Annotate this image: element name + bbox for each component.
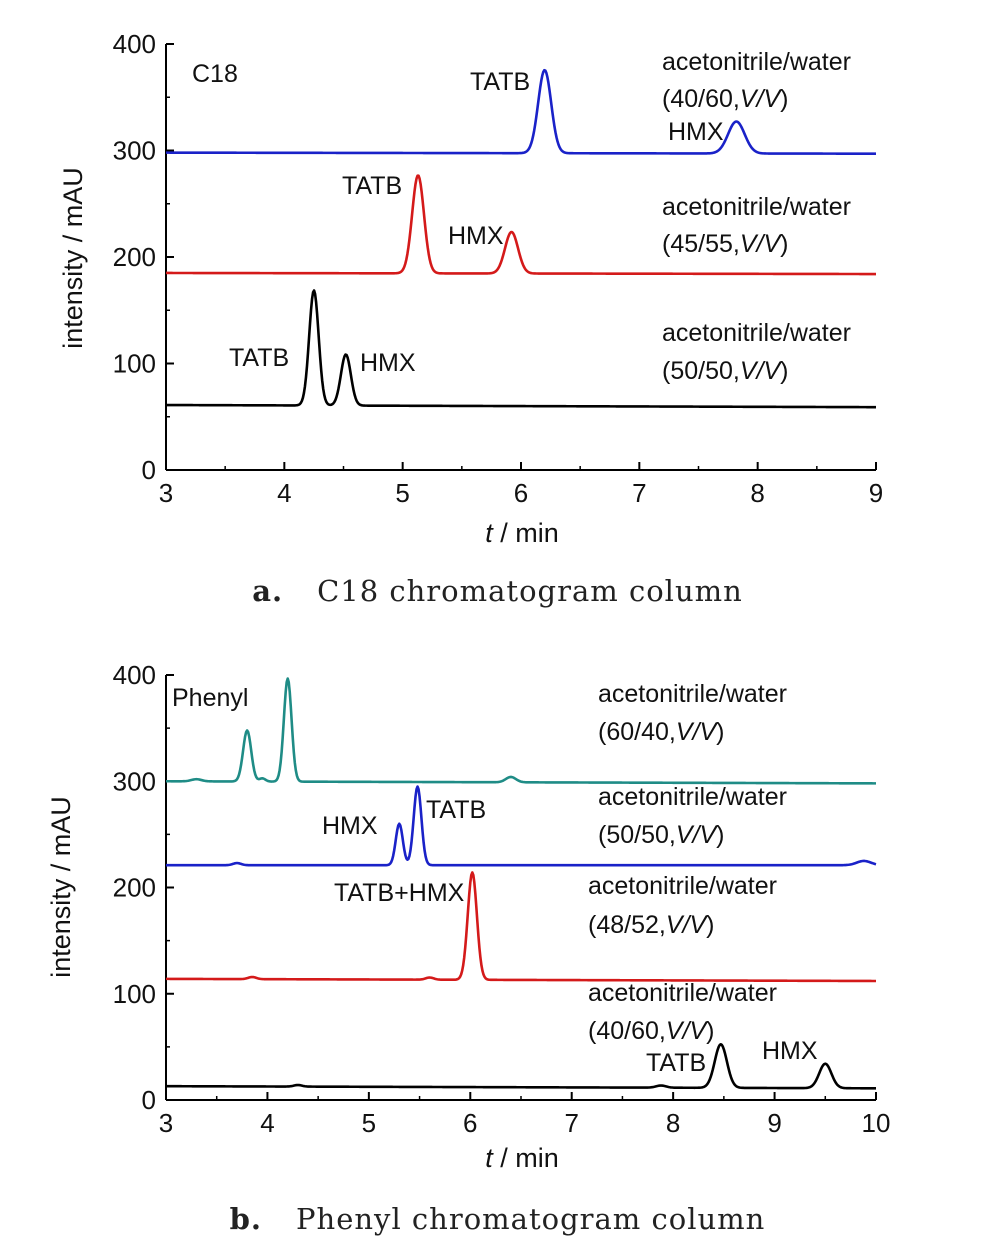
- chart-a-peak-label-tatb-red: TATB: [342, 172, 402, 200]
- chart-a-caption: a. C18 chromatogram column: [0, 574, 995, 608]
- a-y-tick-label: 400: [113, 29, 156, 59]
- chart-a-caption-text: C18 chromatogram column: [317, 574, 743, 608]
- b-x-tick-label: 9: [767, 1108, 781, 1138]
- a-x-tick-label: 5: [395, 478, 409, 508]
- a-series-2-trace: [165, 174, 877, 276]
- chart-b-x-axis-title: t / min: [485, 1143, 559, 1173]
- chart-panel-b: 3 4 5 6 7 8 9 10 0 100 200 300 400 Phenyl HMX TATB T…: [0, 630, 995, 1260]
- chart-b-peak-label-tatb-black: TATB: [646, 1049, 706, 1077]
- chart-a-condition-1-line2: (40/60,V/V): [662, 85, 788, 113]
- b-x-tick-label: 5: [362, 1108, 376, 1138]
- chart-b-condition-2-line1: acetonitrile/water: [598, 783, 787, 811]
- b-x-tick-label: 8: [666, 1108, 680, 1138]
- chart-a-peak-label-tatb-black: TATB: [229, 344, 289, 372]
- b-y-tick-label: 300: [113, 766, 156, 796]
- chart-a-caption-letter: a.: [252, 574, 284, 608]
- a-series-1-trace: [165, 68, 877, 155]
- b-x-tick-label: 6: [463, 1108, 477, 1138]
- a-y-tick-label: 200: [113, 242, 156, 272]
- chart-b-peak-label-hmx-blue: HMX: [322, 812, 378, 840]
- chart-b-condition-4-line1: acetonitrile/water: [588, 979, 777, 1007]
- chart-b-condition-3-line1: acetonitrile/water: [588, 872, 777, 900]
- chart-a-x-axis-title: t / min: [485, 518, 559, 548]
- b-y-tick-label: 200: [113, 873, 156, 903]
- a-y-tick-label: 100: [113, 349, 156, 379]
- a-y-tick-label: 0: [142, 455, 156, 485]
- chart-b-caption: b. Phenyl chromatogram column: [0, 1202, 995, 1236]
- chart-panel-a: 3 4 5 6 7 8 9 0 100 200 300 400 C18 TATB HMX TATB H…: [0, 29, 995, 608]
- chart-a-peak-label-hmx-blue: HMX: [668, 118, 724, 146]
- chart-a-condition-2-line1: acetonitrile/water: [662, 193, 851, 221]
- b-x-tick-label: 4: [260, 1108, 274, 1138]
- chart-a-column-label: C18: [192, 60, 238, 88]
- chart-a-peak-label-hmx-black: HMX: [360, 349, 416, 377]
- chart-a-svg: 3 4 5 6 7 8 9 0 100 200 300 400 C18 TATB HMX TATB H…: [58, 29, 883, 548]
- chart-a-y-axis-title: intensity / mAU: [58, 167, 88, 349]
- a-x-tick-label: 9: [869, 478, 883, 508]
- chart-b-caption-letter: b.: [229, 1202, 263, 1236]
- chart-b-y-axis-title: intensity / mAU: [46, 796, 76, 978]
- b-series-2-trace: [165, 785, 877, 867]
- chart-b-peak-label-tatb-blue: TATB: [426, 796, 486, 824]
- chart-b-peak-label-tatbhmx-red: TATB+HMX: [334, 879, 465, 907]
- a-x-tick-label: 4: [277, 478, 291, 508]
- b-series-4-trace: [165, 1042, 877, 1090]
- chart-a-condition-1-line1: acetonitrile/water: [662, 48, 851, 76]
- b-x-tick-label: 3: [159, 1108, 173, 1138]
- chart-a-condition-2-line2: (45/55,V/V): [662, 230, 788, 258]
- chart-b-condition-4-line2: (40/60,V/V): [588, 1017, 714, 1045]
- chart-b-column-label: Phenyl: [172, 684, 248, 712]
- chart-b-condition-1-line1: acetonitrile/water: [598, 680, 787, 708]
- chart-b-peak-label-hmx-black: HMX: [762, 1037, 818, 1065]
- b-y-tick-label: 100: [113, 979, 156, 1009]
- a-series-3-trace: [165, 289, 877, 409]
- b-x-tick-label: 7: [564, 1108, 578, 1138]
- chart-a-condition-3-line2: (50/50,V/V): [662, 357, 788, 385]
- chart-b-condition-3-line2: (48/52,V/V): [588, 911, 714, 939]
- chart-a-peak-label-hmx-red: HMX: [448, 222, 504, 250]
- chart-b-condition-2-line2: (50/50,V/V): [598, 821, 724, 849]
- chart-b-caption-text: Phenyl chromatogram column: [296, 1202, 766, 1236]
- chart-a-condition-3-line1: acetonitrile/water: [662, 319, 851, 347]
- b-series-3-trace: [165, 871, 877, 983]
- b-x-tick-label: 10: [862, 1108, 891, 1138]
- chart-a-peak-label-tatb-blue: TATB: [470, 68, 530, 96]
- a-x-tick-label: 7: [632, 478, 646, 508]
- chart-b-condition-1-line2: (60/40,V/V): [598, 718, 724, 746]
- b-y-tick-label: 0: [142, 1085, 156, 1115]
- b-y-tick-label: 400: [113, 660, 156, 690]
- b-series-1-trace: [165, 677, 877, 785]
- a-x-tick-label: 3: [159, 478, 173, 508]
- a-y-tick-label: 300: [113, 136, 156, 166]
- a-x-tick-label: 8: [750, 478, 764, 508]
- a-x-tick-label: 6: [514, 478, 528, 508]
